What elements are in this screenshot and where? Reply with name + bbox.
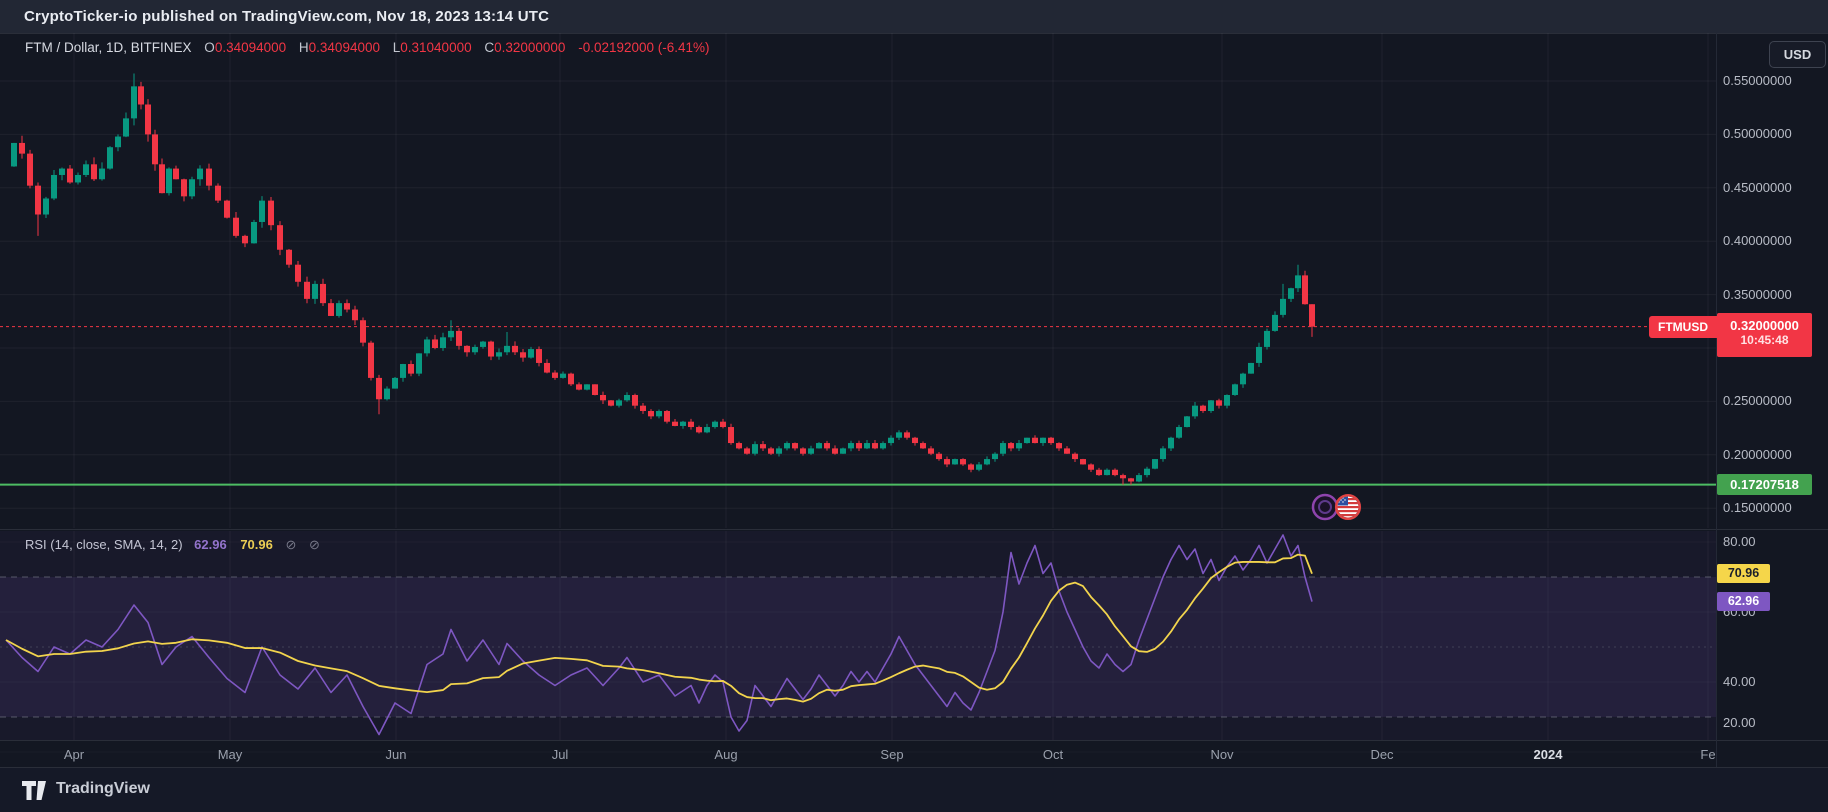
change-value: -0.02192000 (-6.41%) (578, 40, 710, 55)
publisher-bar: CryptoTicker-io published on TradingView… (0, 0, 1828, 33)
time-axis-month-label: Aug (714, 747, 738, 762)
rsi-sma-axis-label: 70.96 (1717, 564, 1770, 583)
low-label: L (392, 40, 401, 55)
rsi-tick: 20.00 (1723, 715, 1756, 730)
rsi-sma-value: 70.96 (240, 537, 273, 552)
symbol-title[interactable]: FTM / Dollar, 1D, BITFINEX (25, 40, 192, 55)
price-tick: 0.40000000 (1723, 233, 1792, 249)
time-axis-month-label: Dec (1370, 747, 1394, 762)
mute-icon[interactable]: ⊘ (309, 537, 320, 552)
time-axis[interactable]: Apr May Jun Jul Aug Sep Oct Nov Dec 2024 Fe (0, 741, 1828, 767)
time-axis-month-label: Nov (1210, 747, 1234, 762)
time-axis-month-label: Jul (551, 747, 569, 762)
price-tick: 0.45000000 (1723, 179, 1792, 195)
rsi-legend: RSI (14, close, SMA, 14, 2) 62.96 70.96 … (25, 537, 320, 553)
bar-countdown: 10:45:48 (1740, 333, 1789, 347)
price-tick: 0.35000000 (1723, 286, 1792, 302)
time-axis-separator (0, 740, 1828, 741)
time-axis-month-label: Oct (1042, 747, 1064, 762)
publisher-text: CryptoTicker-io published on TradingView… (24, 8, 550, 25)
time-axis-month-label: May (217, 747, 243, 762)
pane-separator (0, 33, 1828, 34)
open-value: 0.34094000 (214, 40, 287, 55)
time-axis-year-label: 2024 (1533, 747, 1563, 762)
rsi-tick: 80.00 (1723, 534, 1756, 549)
price-tick: 0.15000000 (1723, 500, 1792, 516)
sticker-icons (1311, 493, 1362, 521)
high-value: 0.34094000 (308, 40, 380, 55)
rsi-axis-label: 62.96 (1717, 592, 1770, 611)
support-price-label: 0.17207518 (1717, 474, 1812, 495)
tradingview-logo-text[interactable]: TradingView (56, 780, 150, 797)
time-axis-month-label: Jun (385, 747, 407, 762)
price-tick: 0.55000000 (1723, 73, 1792, 88)
last-price-value: 0.32000000 (1730, 318, 1799, 333)
price-tick: 0.50000000 (1723, 126, 1792, 142)
bottom-bar-separator (0, 767, 1828, 768)
pane-separator[interactable] (0, 529, 1828, 530)
rsi-value: 62.96 (194, 537, 227, 552)
symbol-legend: FTM / Dollar, 1D, BITFINEX O0.34094000 H… (25, 40, 710, 55)
close-value: 0.32000000 (494, 40, 566, 55)
currency-usd-button[interactable]: USD (1769, 41, 1826, 68)
time-axis-month-label: Apr (63, 747, 85, 762)
open-label: O (204, 40, 215, 55)
mute-icon[interactable]: ⊘ (286, 537, 297, 552)
price-tick: 0.25000000 (1723, 393, 1792, 409)
last-price-label: 0.32000000 10:45:48 (1717, 313, 1812, 357)
time-axis-month-label: Sep (880, 747, 904, 762)
rsi-params-text: (14, close, SMA, 14, 2) (50, 537, 182, 552)
bottom-bar: TradingView (0, 768, 1828, 812)
close-label: C (484, 40, 495, 55)
price-tick: 0.20000000 (1723, 446, 1792, 462)
rsi-tick: 40.00 (1723, 674, 1756, 689)
time-axis-month-label: Fe (1700, 747, 1716, 762)
symbol-price-tag: FTMUSD (1649, 316, 1717, 338)
tradingview-logo-icon[interactable] (22, 781, 52, 800)
high-label: H (298, 40, 309, 55)
price-axis-border (1716, 33, 1717, 767)
low-value: 0.31040000 (400, 40, 472, 55)
rsi-title[interactable]: RSI (25, 537, 47, 552)
